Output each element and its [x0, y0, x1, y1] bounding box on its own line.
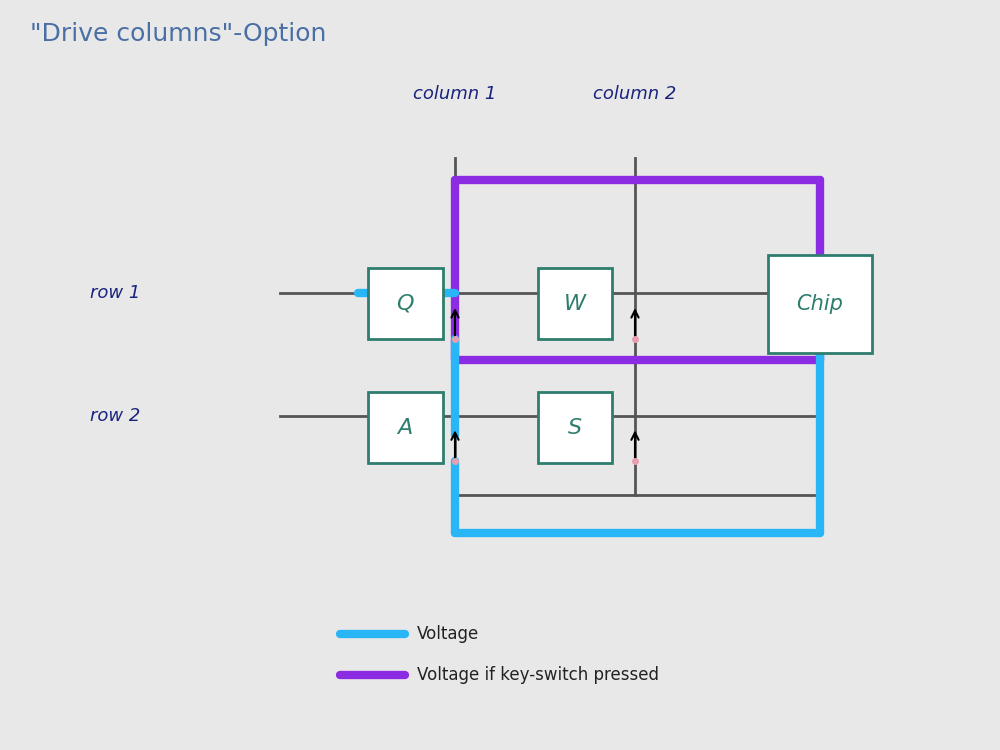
- FancyBboxPatch shape: [538, 268, 612, 339]
- FancyBboxPatch shape: [368, 268, 443, 339]
- FancyBboxPatch shape: [768, 255, 872, 352]
- Text: Voltage if key-switch pressed: Voltage if key-switch pressed: [417, 666, 659, 684]
- Text: column 2: column 2: [593, 85, 677, 103]
- Text: W: W: [564, 294, 586, 314]
- Text: Voltage: Voltage: [417, 625, 479, 643]
- Text: column 1: column 1: [413, 85, 497, 103]
- Text: row 1: row 1: [90, 284, 140, 302]
- Text: S: S: [568, 418, 582, 437]
- Text: "Drive columns"-Option: "Drive columns"-Option: [30, 22, 326, 46]
- Text: Chip: Chip: [797, 294, 843, 314]
- Text: A: A: [397, 418, 413, 437]
- FancyBboxPatch shape: [538, 392, 612, 463]
- Text: Q: Q: [396, 294, 414, 314]
- Text: row 2: row 2: [90, 407, 140, 425]
- FancyBboxPatch shape: [368, 392, 443, 463]
